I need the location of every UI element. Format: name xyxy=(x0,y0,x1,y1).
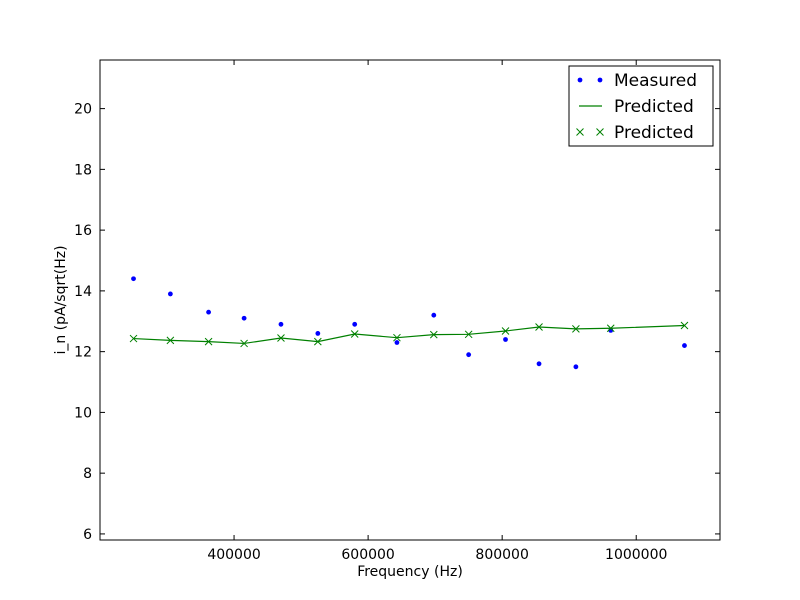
y-tick-label: 16 xyxy=(74,223,92,239)
legend: Measured Predicted Predicted xyxy=(568,65,714,147)
legend-label: Predicted xyxy=(614,123,694,143)
predicted-marker xyxy=(606,324,615,333)
predicted-marker xyxy=(313,337,322,346)
x-tick-label: 600000 xyxy=(341,547,394,563)
predicted-marker xyxy=(277,334,285,342)
legend-label: Predicted xyxy=(614,97,694,117)
y-tick-label: 6 xyxy=(83,527,92,543)
measured-point xyxy=(573,364,579,370)
x-tick-label: 400000 xyxy=(207,547,260,563)
measured-point xyxy=(682,343,687,348)
legend-measured-swatch xyxy=(577,77,583,83)
predicted-marker xyxy=(680,321,689,330)
measured-point xyxy=(241,315,247,321)
predicted-marker xyxy=(393,333,401,342)
predicted-marker xyxy=(204,337,213,346)
predicted-marker xyxy=(350,330,359,338)
measured-point xyxy=(466,352,472,358)
legend-label: Measured xyxy=(614,71,697,91)
measured-point xyxy=(206,309,211,315)
measured-point xyxy=(278,321,284,327)
legend-measured-swatch xyxy=(597,77,603,83)
x-tick-label: 1000000 xyxy=(605,547,667,563)
measured-point xyxy=(431,312,437,318)
predicted-marker xyxy=(129,334,138,343)
predicted-marker xyxy=(166,336,175,345)
measured-point xyxy=(315,331,321,336)
legend-marker-swatch xyxy=(596,128,604,136)
axis-ticks: 400000 600000 800000 1000000 6 8 10 12 14 16 18 20 xyxy=(74,60,720,563)
predicted-marker xyxy=(464,330,473,339)
measured-point xyxy=(167,291,173,297)
predicted-marker xyxy=(240,339,248,348)
y-tick-label: 20 xyxy=(74,102,92,118)
y-axis-label: i_n (pA/sqrt(Hz) xyxy=(53,245,69,354)
y-tick-label: 14 xyxy=(74,284,92,300)
measured-point xyxy=(503,337,508,342)
x-tick-label: 800000 xyxy=(475,547,528,563)
predicted-marker xyxy=(572,325,580,333)
predicted-marker xyxy=(501,327,510,335)
measured-point xyxy=(131,276,136,282)
predicted-marker xyxy=(429,330,438,339)
y-tick-label: 10 xyxy=(74,405,92,421)
plot-area xyxy=(129,276,689,370)
y-tick-label: 18 xyxy=(74,162,92,178)
x-axis-label: Frequency (Hz) xyxy=(357,564,463,580)
measured-point xyxy=(352,321,358,327)
predicted-marker xyxy=(535,323,543,331)
measured-point xyxy=(394,340,400,345)
axes-frame xyxy=(99,59,721,541)
y-tick-label: 8 xyxy=(83,466,92,482)
y-tick-label: 12 xyxy=(74,345,92,361)
legend-marker-swatch xyxy=(576,128,584,136)
measured-point xyxy=(536,361,542,367)
